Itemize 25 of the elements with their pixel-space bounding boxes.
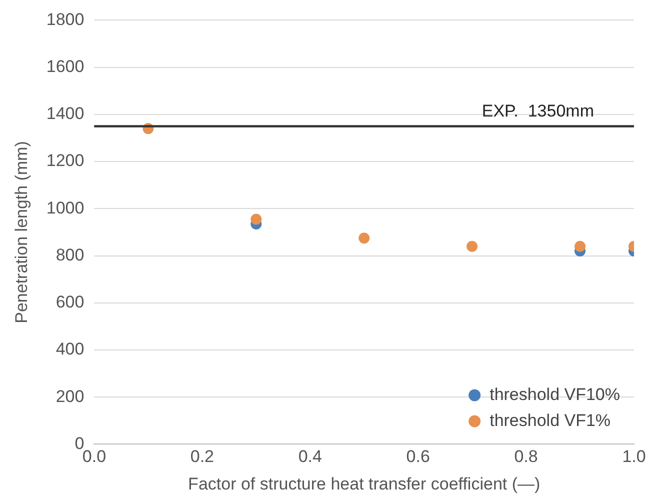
x-tick-label: 0.4 xyxy=(298,447,322,466)
x-tick-label: 0.6 xyxy=(406,447,430,466)
y-tick-label: 200 xyxy=(56,386,84,406)
y-tick-label: 1400 xyxy=(46,104,84,124)
y-tick-label: 1000 xyxy=(46,198,84,218)
x-axis-title: Factor of structure heat transfer coefficient (—) xyxy=(188,474,540,494)
y-tick-label: 800 xyxy=(56,245,84,264)
point xyxy=(466,240,478,252)
y-tick-label: 600 xyxy=(56,292,84,312)
point xyxy=(250,214,262,225)
y-tick-label: 1800 xyxy=(46,10,84,29)
ref-line-label: EXP. 1350mm xyxy=(482,101,594,120)
y-tick-label: 400 xyxy=(56,340,84,359)
x-tick-label: 0.8 xyxy=(514,447,538,466)
point xyxy=(358,232,370,244)
x-tick-label: 1.0 xyxy=(622,447,646,466)
x-tick-label: 0.2 xyxy=(190,447,214,466)
y-tick-label: 0 xyxy=(74,434,84,453)
point xyxy=(574,240,586,252)
legend-label: threshold VF1% xyxy=(490,410,611,430)
x-tick-label: 0.0 xyxy=(82,447,106,466)
y-tick-label: 1200 xyxy=(46,151,84,170)
legend-label: threshold VF10% xyxy=(490,384,620,404)
y-axis-title: Penetration length (mm) xyxy=(12,141,31,324)
y-tick-label: 1600 xyxy=(46,57,84,76)
